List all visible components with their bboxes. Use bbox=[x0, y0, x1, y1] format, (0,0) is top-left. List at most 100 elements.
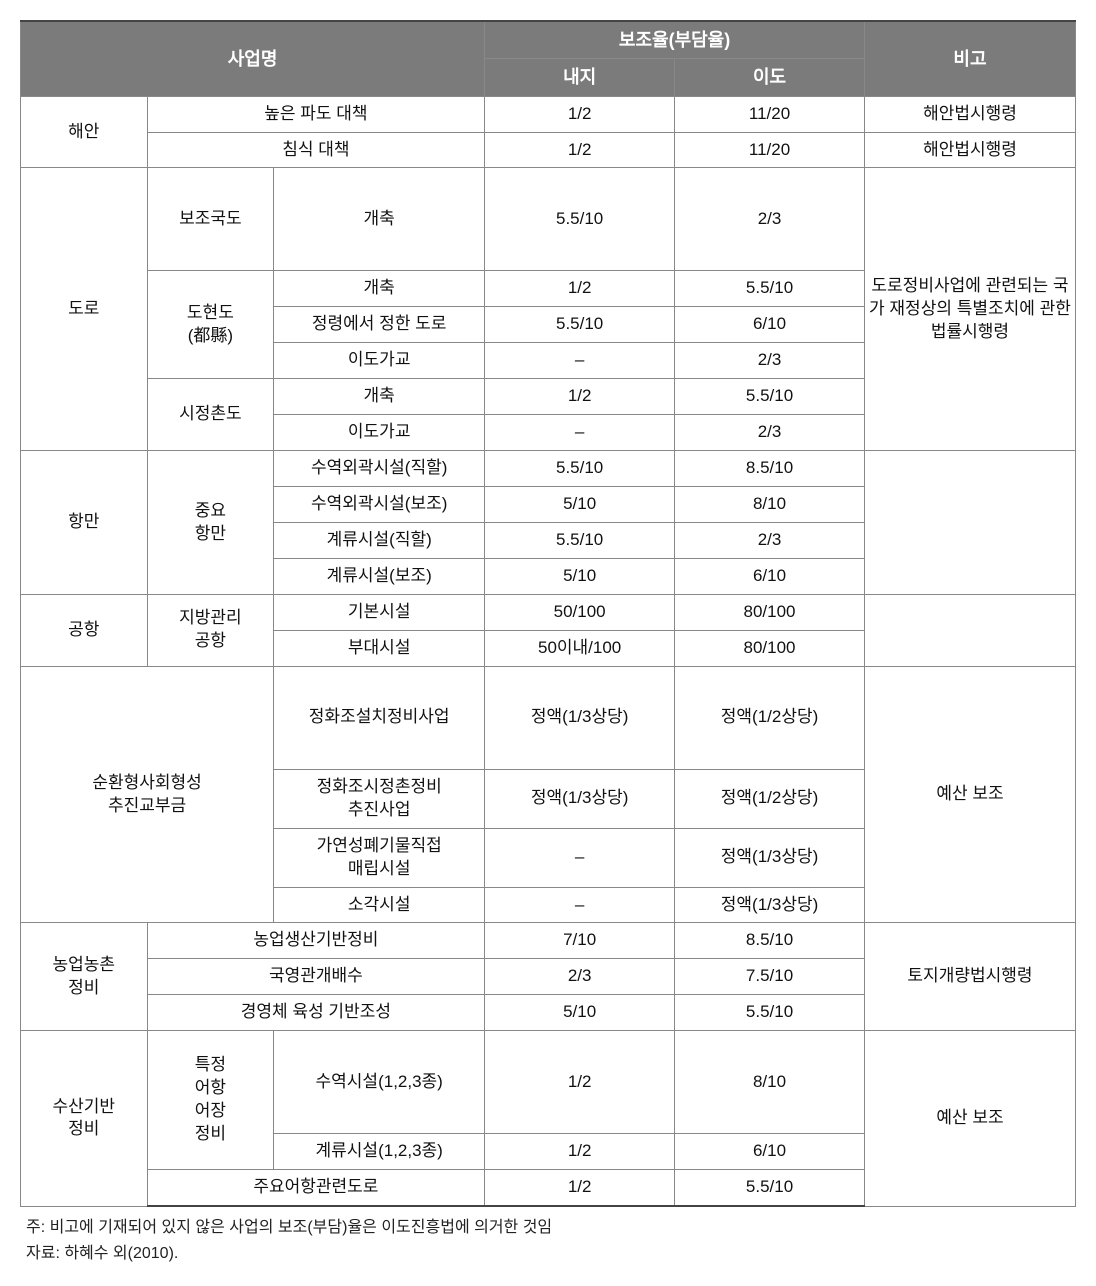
nongeop-r3-n: 5/10 bbox=[485, 995, 675, 1031]
doro-r5-i: 5.5/10 bbox=[675, 379, 865, 415]
haean-r1-note: 해안법시행령 bbox=[864, 96, 1075, 132]
cat-nongeop: 농업농촌정비 bbox=[21, 923, 148, 1031]
nongeop-r3-sub: 경영체 육성 기반조성 bbox=[147, 995, 485, 1031]
gonghang-jibang: 지방관리공항 bbox=[147, 594, 274, 666]
doro-r5-sub: 개축 bbox=[274, 379, 485, 415]
gonghang-r2-n: 50이내/100 bbox=[485, 630, 675, 666]
susan-r3-i: 5.5/10 bbox=[675, 1170, 865, 1206]
hangman-r2-sub: 수역외곽시설(보조) bbox=[274, 487, 485, 523]
susan-r2-n: 1/2 bbox=[485, 1134, 675, 1170]
hangman-r2-n: 5/10 bbox=[485, 487, 675, 523]
footnote-2: 자료: 하혜수 외(2010). bbox=[26, 1241, 1076, 1267]
hangman-r2-i: 8/10 bbox=[675, 487, 865, 523]
hangman-r4-sub: 계류시설(보조) bbox=[274, 558, 485, 594]
gonghang-r2-i: 80/100 bbox=[675, 630, 865, 666]
hangman-r1-i: 8.5/10 bbox=[675, 451, 865, 487]
haean-r1-n: 1/2 bbox=[485, 96, 675, 132]
susan-note: 예산 보조 bbox=[864, 1031, 1075, 1206]
sunhwan-r1-sub: 정화조설치정비사업 bbox=[274, 666, 485, 769]
doro-r6-sub: 이도가교 bbox=[274, 415, 485, 451]
nongeop-r3-i: 5.5/10 bbox=[675, 995, 865, 1031]
doro-note: 도로정비사업에 관련되는 국가 재정상의 특별조치에 관한 법률시행령 bbox=[864, 168, 1075, 451]
footnotes: 주: 비고에 기재되어 있지 않은 사업의 보조(부담)율은 이도진흥법에 의거… bbox=[20, 1215, 1076, 1266]
sunhwan-r3-sub: 가연성폐기물직접매립시설 bbox=[274, 828, 485, 887]
sunhwan-r4-i: 정액(1/3상당) bbox=[675, 887, 865, 923]
susan-r2-sub: 계류시설(1,2,3종) bbox=[274, 1134, 485, 1170]
header-remark: 비고 bbox=[864, 21, 1075, 96]
gonghang-r1-i: 80/100 bbox=[675, 594, 865, 630]
nongeop-r1-n: 7/10 bbox=[485, 923, 675, 959]
sunhwan-r1-i: 정액(1/2상당) bbox=[675, 666, 865, 769]
hangman-r1-n: 5.5/10 bbox=[485, 451, 675, 487]
susan-r1-i: 8/10 bbox=[675, 1031, 865, 1134]
nongeop-r2-sub: 국영관개배수 bbox=[147, 959, 485, 995]
doro-r1-n: 5.5/10 bbox=[485, 168, 675, 271]
cat-gonghang: 공항 bbox=[21, 594, 148, 666]
gonghang-note bbox=[864, 594, 1075, 666]
doro-r2-sub: 개축 bbox=[274, 271, 485, 307]
doro-r4-i: 2/3 bbox=[675, 343, 865, 379]
sunhwan-r4-n: – bbox=[485, 887, 675, 923]
susan-r1-sub: 수역시설(1,2,3종) bbox=[274, 1031, 485, 1134]
haean-r2-note: 해안법시행령 bbox=[864, 132, 1075, 168]
doro-r2-n: 1/2 bbox=[485, 271, 675, 307]
hangman-r3-sub: 계류시설(직할) bbox=[274, 523, 485, 559]
gonghang-r2-sub: 부대시설 bbox=[274, 630, 485, 666]
hangman-r4-n: 5/10 bbox=[485, 558, 675, 594]
sunhwan-r2-n: 정액(1/3상당) bbox=[485, 769, 675, 828]
nongeop-r2-i: 7.5/10 bbox=[675, 959, 865, 995]
susan-r1-n: 1/2 bbox=[485, 1031, 675, 1134]
nongeop-r2-n: 2/3 bbox=[485, 959, 675, 995]
sunhwan-r2-i: 정액(1/2상당) bbox=[675, 769, 865, 828]
cat-haean: 해안 bbox=[21, 96, 148, 168]
cat-doro: 도로 bbox=[21, 168, 148, 451]
cat-sunhwan: 순환형사회형성추진교부금 bbox=[21, 666, 274, 923]
sunhwan-r2-sub: 정화조시정촌정비추진사업 bbox=[274, 769, 485, 828]
gonghang-r1-n: 50/100 bbox=[485, 594, 675, 630]
hangman-r3-n: 5.5/10 bbox=[485, 523, 675, 559]
susan-r3-n: 1/2 bbox=[485, 1170, 675, 1206]
doro-r4-sub: 이도가교 bbox=[274, 343, 485, 379]
susan-r2-i: 6/10 bbox=[675, 1134, 865, 1170]
nongeop-note: 토지개량법시행령 bbox=[864, 923, 1075, 1031]
haean-r1-i: 11/20 bbox=[675, 96, 865, 132]
sunhwan-r3-i: 정액(1/3상당) bbox=[675, 828, 865, 887]
sunhwan-r3-n: – bbox=[485, 828, 675, 887]
hangman-r3-i: 2/3 bbox=[675, 523, 865, 559]
doro-r5-n: 1/2 bbox=[485, 379, 675, 415]
hangman-r4-i: 6/10 bbox=[675, 558, 865, 594]
haean-r2-n: 1/2 bbox=[485, 132, 675, 168]
subsidy-rate-table: 사업명 보조율(부담율) 비고 내지 이도 해안 높은 파도 대책 1/2 11… bbox=[20, 20, 1076, 1207]
header-project: 사업명 bbox=[21, 21, 485, 96]
doro-r1-sub: 개축 bbox=[274, 168, 485, 271]
footnote-1: 주: 비고에 기재되어 있지 않은 사업의 보조(부담)율은 이도진흥법에 의거… bbox=[26, 1215, 1076, 1241]
hangman-note bbox=[864, 451, 1075, 595]
header-ido: 이도 bbox=[675, 59, 865, 96]
doro-r4-n: – bbox=[485, 343, 675, 379]
cat-hangman: 항만 bbox=[21, 451, 148, 595]
doro-r3-sub: 정령에서 정한 도로 bbox=[274, 307, 485, 343]
hangman-r1-sub: 수역외곽시설(직할) bbox=[274, 451, 485, 487]
susan-teukjeong: 특정어항어장정비 bbox=[147, 1031, 274, 1170]
susan-r3-sub: 주요어항관련도로 bbox=[147, 1170, 485, 1206]
header-naeji: 내지 bbox=[485, 59, 675, 96]
haean-r1-name: 높은 파도 대책 bbox=[147, 96, 485, 132]
hangman-jungyo: 중요항만 bbox=[147, 451, 274, 595]
sunhwan-note: 예산 보조 bbox=[864, 666, 1075, 923]
gonghang-r1-sub: 기본시설 bbox=[274, 594, 485, 630]
haean-r2-name: 침식 대책 bbox=[147, 132, 485, 168]
cat-susan: 수산기반정비 bbox=[21, 1031, 148, 1206]
doro-r2-i: 5.5/10 bbox=[675, 271, 865, 307]
doro-dohyeondo: 도현도(都縣) bbox=[147, 271, 274, 379]
haean-r2-i: 11/20 bbox=[675, 132, 865, 168]
doro-r6-n: – bbox=[485, 415, 675, 451]
nongeop-r1-sub: 농업생산기반정비 bbox=[147, 923, 485, 959]
doro-r3-i: 6/10 bbox=[675, 307, 865, 343]
doro-r1-i: 2/3 bbox=[675, 168, 865, 271]
sunhwan-r1-n: 정액(1/3상당) bbox=[485, 666, 675, 769]
doro-r6-i: 2/3 bbox=[675, 415, 865, 451]
doro-sijeongchondo: 시정촌도 bbox=[147, 379, 274, 451]
doro-r3-n: 5.5/10 bbox=[485, 307, 675, 343]
doro-bojogukdo: 보조국도 bbox=[147, 168, 274, 271]
header-rate: 보조율(부담율) bbox=[485, 21, 865, 59]
